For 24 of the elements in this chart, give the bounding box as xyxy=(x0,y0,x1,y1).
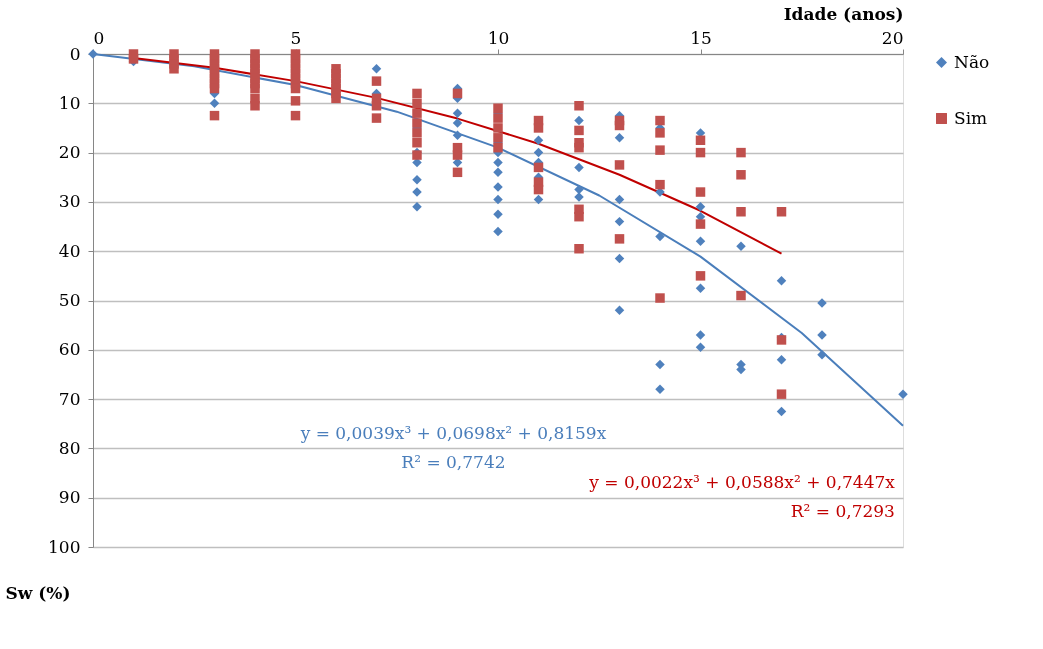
y-tick-label: 20 xyxy=(58,142,81,163)
y-axis-title: Sw (%) xyxy=(5,582,71,603)
x-tick-label: 5 xyxy=(290,27,302,48)
annotation: R² = 0,7293 xyxy=(790,501,895,522)
y-tick-label: 40 xyxy=(58,240,81,261)
annotation: R² = 0,7742 xyxy=(401,452,506,473)
annotation: y = 0,0039x³ + 0,0698x² + 0,8159x xyxy=(299,422,607,443)
y-tick-label: 0 xyxy=(69,43,81,64)
y-tick-label: 90 xyxy=(58,487,81,508)
y-tick-label: 100 xyxy=(48,536,81,557)
y-tick-label: 10 xyxy=(58,92,81,113)
legend-label: Sim xyxy=(954,107,988,128)
x-tick-label: 10 xyxy=(487,27,510,48)
y-tick-label: 60 xyxy=(58,339,81,360)
x-axis-title: Idade (anos) xyxy=(783,3,904,24)
legend-label: Não xyxy=(954,51,990,72)
y-tick-label: 70 xyxy=(58,388,81,409)
y-tick-label: 30 xyxy=(58,191,81,212)
x-tick-label: 20 xyxy=(881,27,904,48)
x-tick-label: 0 xyxy=(93,27,105,48)
annotation: y = 0,0022x³ + 0,0588x² + 0,7447x xyxy=(588,471,896,492)
x-tick-label: 15 xyxy=(690,27,712,48)
y-tick-label: 50 xyxy=(58,290,81,310)
y-tick-label: 80 xyxy=(58,437,81,458)
